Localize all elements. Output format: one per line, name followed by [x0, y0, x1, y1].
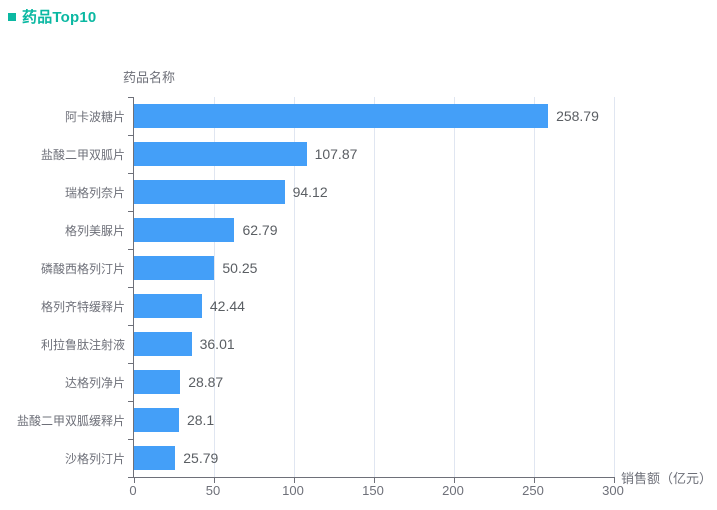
x-tick-label: 150: [362, 483, 384, 498]
category-label: 盐酸二甲双胍片: [40, 147, 125, 162]
x-axis-tick: [614, 477, 615, 483]
x-tick-label: 50: [205, 483, 221, 498]
bar-row: 36.01: [134, 325, 614, 363]
bar-row: 50.25: [134, 249, 614, 287]
bar-row: 62.79: [134, 211, 614, 249]
bar-7[interactable]: [134, 332, 192, 356]
bar-row: 94.12: [134, 173, 614, 211]
x-axis-tick: [453, 477, 455, 483]
y-axis-tick: [128, 97, 134, 98]
x-tick-label: 300: [602, 483, 624, 498]
category-label: 达格列净片: [64, 375, 125, 390]
bar-series: 258.79 107.87 94.12 62.79 50.25 42.44 36.01 28.…: [134, 97, 614, 477]
bar-9[interactable]: [134, 408, 179, 432]
gridline: [374, 97, 375, 477]
value-label: 36.01: [199, 336, 235, 352]
bar-4[interactable]: [134, 218, 235, 242]
y-axis-tick: [128, 363, 134, 364]
bar-6[interactable]: [134, 294, 202, 318]
gridline: [453, 97, 455, 477]
chart-title-row: 药品Top10: [8, 6, 96, 27]
x-tick-label: 200: [442, 483, 464, 498]
category-label: 盐酸二甲双胍缓释片: [16, 413, 125, 428]
category-label: 格列美脲片: [64, 223, 125, 238]
value-label: 25.79: [183, 450, 219, 466]
gridline: [293, 97, 295, 477]
y-axis-tick: [128, 287, 134, 288]
bar-10[interactable]: [134, 446, 176, 470]
y-axis-tick: [128, 211, 134, 212]
y-axis-tick: [128, 173, 134, 174]
bar-row: 28.1: [134, 401, 614, 439]
bar-row: 42.44: [134, 287, 614, 325]
x-axis-tick: [293, 477, 295, 483]
x-axis-name: 销售额（亿元）: [621, 471, 713, 486]
value-label: 50.25: [222, 260, 258, 276]
x-tick-label: 100: [282, 483, 304, 498]
value-label: 94.12: [292, 184, 328, 200]
bar-3[interactable]: [134, 180, 285, 204]
x-tick-label: 0: [129, 483, 137, 498]
x-tick-label: 250: [522, 483, 544, 498]
bar-row: 28.87: [134, 363, 614, 401]
y-axis-tick: [128, 325, 134, 326]
category-label: 阿卡波糖片: [64, 109, 125, 124]
y-axis-tick: [128, 249, 134, 250]
x-axis-tick: [213, 477, 215, 483]
gridline: [213, 97, 215, 477]
bar-5[interactable]: [134, 256, 215, 280]
y-axis-tick: [128, 401, 134, 402]
y-axis-tick: [128, 477, 134, 478]
category-label: 瑞格列奈片: [64, 185, 125, 200]
category-label: 沙格列汀片: [64, 451, 125, 466]
bar-row: 25.79: [134, 439, 614, 477]
value-label: 62.79: [242, 222, 278, 238]
bar-8[interactable]: [134, 370, 181, 394]
value-label: 258.79: [556, 108, 599, 124]
x-axis-tick: [534, 477, 535, 483]
plot-area: 258.79 107.87 94.12 62.79 50.25 42.44 36.01 28.…: [128, 97, 615, 483]
gridline: [534, 97, 535, 477]
x-axis-tick: [134, 477, 135, 483]
y-axis-name: 药品名称: [123, 70, 176, 85]
category-label: 磷酸西格列汀片: [40, 261, 125, 276]
bar-row: 107.87: [134, 135, 614, 173]
category-label: 格列齐特缓释片: [40, 299, 125, 314]
y-axis-tick: [128, 439, 134, 440]
category-axis-labels: 阿卡波糖片盐酸二甲双胍片瑞格列奈片格列美脲片磷酸西格列汀片 格列齐特缓释片 利拉鲁肽…: [0, 97, 125, 477]
bar-2[interactable]: [134, 142, 307, 166]
x-axis-tick-labels: 0 50 100 150 200 250 300: [129, 483, 623, 499]
value-label: 107.87: [314, 146, 358, 162]
bar-1[interactable]: [134, 104, 549, 128]
value-label: 28.1: [186, 412, 215, 428]
page-title: 药品Top10: [22, 9, 97, 26]
category-label: 利拉鲁肽注射液: [40, 337, 125, 352]
x-axis-tick: [374, 477, 375, 483]
bar-row: 258.79: [134, 97, 614, 135]
title-bullet-icon: [8, 12, 16, 21]
value-label: 28.87: [188, 374, 224, 390]
gridline: [614, 97, 615, 477]
y-axis-tick: [128, 135, 134, 136]
value-label: 42.44: [209, 298, 245, 314]
